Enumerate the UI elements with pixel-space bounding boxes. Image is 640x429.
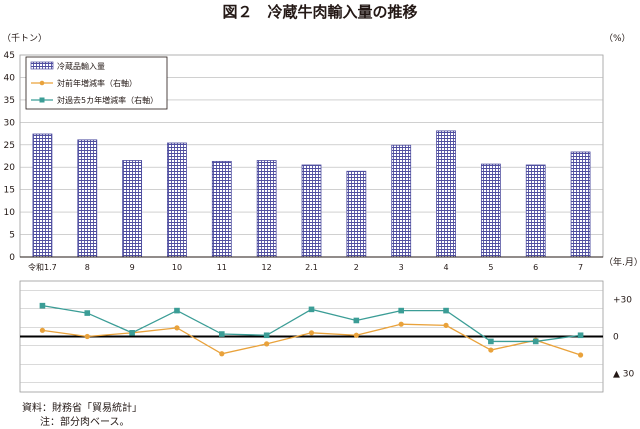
point-5yr: [398, 307, 404, 314]
bar: [301, 164, 322, 258]
x-tick-label: 10: [172, 263, 182, 272]
legend-label-line-5yr: 対過去5カ年増減率（右軸）: [57, 95, 158, 105]
x-tick-label: 7: [578, 263, 583, 272]
x-tick-label: 6: [533, 263, 538, 272]
x-tick-label: 8: [85, 263, 90, 272]
bar: [211, 160, 232, 258]
x-tick-label: 令和1.7: [28, 262, 57, 272]
y-tick-label: 25: [4, 141, 15, 151]
bar: [346, 170, 367, 258]
left-axis-unit: （千トン）: [2, 33, 47, 44]
point-5yr: [488, 338, 494, 345]
y-tick-label: 5: [9, 231, 15, 241]
y-tick-label: 15: [4, 186, 15, 196]
y-tick-label: 0: [9, 253, 15, 263]
point-yoy: [174, 325, 180, 331]
right-tick-label: 0: [613, 333, 619, 343]
point-5yr: [353, 317, 360, 324]
point-yoy: [264, 341, 270, 347]
legend: 冷蔵品輸入量 対前年増減率（右軸） 対過去5カ年増減率（右軸）: [25, 56, 168, 110]
point-5yr: [39, 302, 46, 309]
bar: [391, 144, 412, 258]
source-note: 資料：財務省「貿易統計」: [22, 401, 142, 414]
bars: [32, 130, 591, 258]
bar: [122, 160, 143, 258]
point-yoy: [488, 347, 494, 353]
y-tick-label: 30: [4, 118, 16, 128]
y-tick-label: 20: [4, 163, 16, 173]
bar-y-tick-labels: 0 5 10 15 20 25 30 35 40 45: [4, 51, 16, 263]
x-tick-label: 2.1: [305, 263, 318, 272]
point-5yr: [219, 331, 225, 337]
y-tick-label: 10: [4, 208, 16, 218]
point-yoy: [577, 352, 584, 358]
point-yoy: [398, 321, 404, 327]
bar-gridlines: [20, 54, 603, 235]
right-axis-unit: （%）: [604, 33, 631, 44]
y-tick-label: 40: [4, 73, 16, 83]
point-yoy: [443, 322, 449, 328]
x-tick-label: 12: [262, 263, 272, 272]
point-yoy: [219, 351, 225, 357]
point-yoy: [39, 327, 46, 333]
bar: [167, 142, 187, 258]
point-yoy: [84, 333, 90, 340]
right-axis-tick-labels: +30 0 ▲ 30: [613, 296, 635, 380]
point-5yr: [84, 310, 91, 316]
point-yoy: [353, 332, 359, 338]
point-5yr: [308, 306, 315, 313]
x-tick-labels: 令和1.7 8 9 10 11 12 2.1 2 3 4 5 6 7: [28, 262, 583, 272]
point-5yr: [577, 332, 584, 339]
right-tick-label: ▲ 30: [613, 370, 635, 380]
bar: [436, 130, 456, 258]
y-tick-label: 35: [4, 96, 15, 106]
y-tick-label: 45: [4, 51, 15, 61]
x-tick-label: 2: [354, 263, 359, 272]
x-tick-label: 4: [443, 263, 448, 272]
bar: [77, 139, 98, 258]
legend-swatch-bar: [30, 61, 54, 70]
chart-title: 図２ 冷蔵牛肉輸入量の推移: [222, 3, 417, 21]
point-5yr: [532, 338, 539, 345]
bar: [32, 133, 53, 258]
bar: [256, 160, 277, 258]
point-5yr: [174, 307, 180, 314]
bar: [525, 164, 546, 258]
point-5yr: [129, 330, 135, 336]
x-tick-label: 5: [488, 263, 493, 272]
line-series: [39, 302, 584, 358]
x-axis-unit: （年.月）: [604, 256, 640, 268]
line-panel: +30 0 ▲ 30: [19, 280, 635, 393]
footnote: 注：部分肉ベース。: [40, 415, 130, 428]
bar: [480, 163, 501, 258]
point-yoy: [308, 330, 315, 336]
bar: [570, 151, 591, 258]
x-tick-label: 9: [130, 263, 135, 272]
x-tick-label: 3: [399, 263, 404, 272]
right-tick-label: +30: [613, 296, 632, 306]
point-5yr: [263, 332, 270, 339]
legend-label-line-yoy: 対前年増減率（右軸）: [57, 78, 137, 88]
x-tick-label: 11: [217, 263, 227, 272]
point-5yr: [443, 307, 449, 314]
legend-label-bar: 冷蔵品輸入量: [57, 61, 105, 71]
